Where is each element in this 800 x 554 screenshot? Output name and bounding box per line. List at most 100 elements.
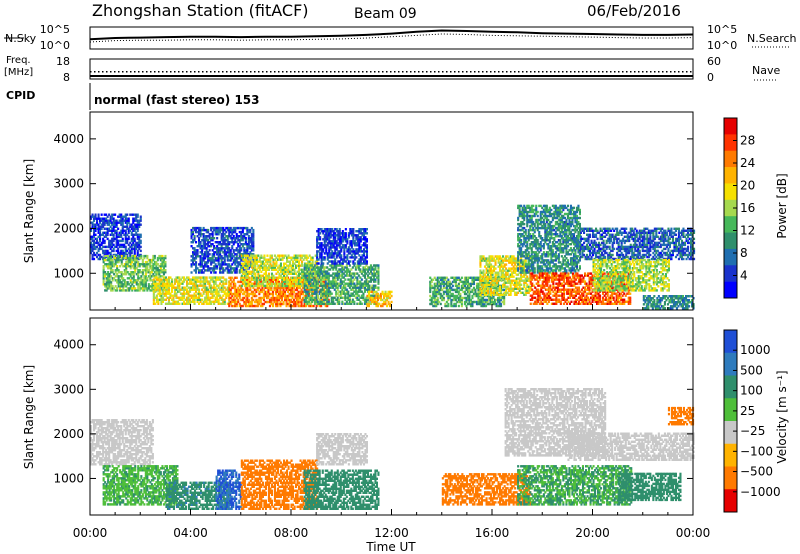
heat-cell-band-3 [210, 228, 213, 232]
heat-cell-band-2 [183, 296, 186, 299]
heat-cell-band-9 [459, 292, 462, 296]
heat-cell-band-2 [175, 280, 178, 283]
heat-cell-band-3 [219, 255, 222, 258]
heat-cell-band-1 [129, 260, 132, 264]
heat-cell-band-3 [208, 245, 211, 248]
heat-cell-band-2 [205, 294, 208, 297]
heat-cell-band-3 [213, 259, 216, 262]
heat-cell-band-3 [195, 228, 198, 232]
heat-cell-band-3 [229, 241, 232, 244]
heat-cell-band-3 [249, 253, 252, 256]
heat-cell-band-3 [228, 269, 231, 272]
heat-cell-band-2 [220, 280, 223, 283]
heat-cell-band-1 [140, 271, 143, 274]
heat-cell-band-1 [152, 275, 155, 278]
heat-cell-band-0 [121, 239, 124, 243]
heat-cell-band-0 [99, 235, 102, 238]
heat-cell-band-1 [156, 267, 159, 270]
heat-cell-band-2 [164, 292, 167, 295]
heat-cell-band-0 [130, 213, 133, 216]
heat-cell-band-0 [124, 231, 127, 234]
heat-cell-band-3 [226, 241, 229, 244]
heat-cell-band-0 [103, 245, 106, 249]
heat-cell-band-0 [90, 235, 93, 238]
heat-cell-band-0 [139, 249, 142, 253]
heat-cell-band-0 [121, 219, 124, 222]
heat-cell-band-0 [91, 237, 94, 241]
heat-cell-band-3 [226, 235, 229, 238]
heat-cell-band-3 [193, 247, 196, 250]
heat-cell-band-2 [164, 302, 167, 305]
heat-cell-band-0 [126, 217, 129, 220]
heat-cell-band-1 [113, 263, 116, 266]
heat-cell-band-1 [105, 283, 108, 286]
heat-cell-band-2 [193, 300, 196, 303]
heat-cell-band-0 [136, 225, 139, 228]
heat-cell-band-7 [334, 258, 337, 261]
heat-cell-band-0 [102, 225, 105, 228]
heat-cell-band-0 [99, 237, 102, 241]
heat-cell-band-3 [190, 235, 193, 238]
heat-cell-band-1 [114, 263, 117, 266]
heat-cell-band-1 [143, 279, 146, 282]
heat-cell-band-4 [247, 292, 250, 296]
heat-cell-band-8 [367, 292, 370, 296]
heat-cell-band-1 [119, 265, 122, 268]
heat-cell-band-0 [120, 215, 123, 218]
heat-cell-band-6 [326, 296, 329, 299]
heat-cell-band-4 [258, 280, 261, 284]
heat-cell-band-3 [213, 255, 216, 258]
heat-cell-band-1 [102, 267, 105, 270]
heat-cell-band-1 [144, 275, 147, 278]
heat-cell-band-2 [199, 300, 202, 303]
heat-cell-band-1 [120, 285, 123, 288]
heat-cell-band-3 [231, 239, 234, 242]
heat-cell-band-4 [235, 304, 238, 308]
heat-cell-band-0 [111, 239, 114, 243]
heat-cell-band-3 [208, 233, 211, 236]
heat-cell-band-0 [100, 233, 103, 236]
heat-cell-band-4 [255, 290, 258, 294]
heat-cell-band-3 [244, 251, 247, 254]
heat-cell-band-1 [116, 273, 119, 276]
heat-cell-band-3 [205, 263, 208, 266]
heat-cell-band-0 [118, 221, 121, 224]
heat-cell-band-4 [238, 290, 241, 294]
heat-cell-band-2 [176, 282, 179, 285]
heat-cell-band-0 [91, 239, 94, 243]
heat-cell-band-0 [90, 217, 93, 220]
heat-cell-band-1 [111, 279, 114, 282]
heat-cell-band-3 [238, 241, 241, 244]
heat-cell-band-0 [112, 243, 115, 247]
heat-cell-band-0 [133, 247, 136, 251]
heat-cell-band-3 [210, 261, 213, 264]
heat-cell-band-0 [117, 249, 120, 253]
heat-cell-band-3 [204, 253, 207, 256]
heat-cell-band-1 [108, 279, 111, 282]
heat-cell-band-3 [214, 247, 217, 250]
heat-cell-band-1 [125, 263, 128, 266]
heat-cell-band-0 [97, 241, 100, 245]
heat-cell-band-1 [141, 269, 144, 272]
heat-cell-band-3 [222, 271, 225, 274]
heat-cell-band-3 [217, 230, 220, 234]
heat-cell-band-4 [237, 298, 240, 302]
heat-cell-band-1 [128, 273, 131, 276]
heat-cell-band-2 [196, 284, 199, 287]
heat-cell-band-1 [131, 289, 134, 292]
heat-cell-band-3 [247, 228, 250, 232]
heat-cell-band-0 [115, 225, 118, 228]
heat-cell-band-1 [110, 265, 113, 268]
heat-cell-band-1 [161, 265, 164, 268]
heat-cell-band-2 [192, 286, 195, 289]
heat-cell-band-0 [97, 217, 100, 220]
heat-cell-band-4 [256, 300, 259, 304]
heat-cell-band-1 [153, 254, 156, 258]
heat-cell-band-3 [237, 235, 240, 238]
heat-cell-band-3 [207, 239, 210, 242]
heat-cell-band-4 [268, 300, 271, 304]
heat-cell-band-6 [357, 294, 360, 297]
heat-cell-band-0 [127, 247, 130, 251]
heat-cell-band-6 [320, 296, 323, 299]
heat-cell-band-0 [99, 219, 102, 222]
